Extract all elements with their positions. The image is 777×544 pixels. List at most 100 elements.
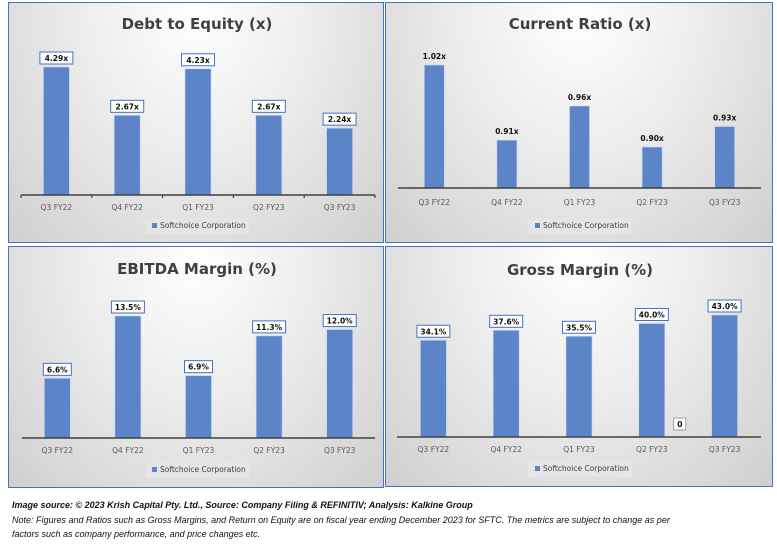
data-label-box bbox=[110, 300, 145, 314]
legend-swatch bbox=[535, 466, 540, 471]
bar bbox=[420, 339, 447, 438]
legend-swatch bbox=[152, 223, 157, 228]
data-label-box bbox=[39, 51, 74, 65]
x-tick-label: Q3 FY23 bbox=[324, 446, 356, 455]
legend-box bbox=[145, 218, 249, 234]
x-tick-label: Q4 FY22 bbox=[111, 203, 143, 212]
data-label-box bbox=[110, 99, 145, 113]
legend-label: Softchoice Corporation bbox=[160, 221, 246, 230]
data-label-box bbox=[489, 314, 524, 328]
x-tick-label: Q4 FY22 bbox=[491, 198, 523, 207]
bar bbox=[185, 375, 212, 439]
gross-margin-chart: Gross Margin (%) 34.1% Q3 FY22 37.6% Q4 FY22… bbox=[385, 246, 773, 487]
data-label: 0.91x bbox=[495, 127, 519, 136]
x-tick-label: Q3 FY22 bbox=[418, 445, 450, 454]
data-label: 4.23x bbox=[186, 56, 210, 65]
x-tick-label: Q4 FY22 bbox=[490, 445, 522, 454]
chart-svg: Current Ratio (x) 1.02x Q3 FY22 0.91x Q4 FY2… bbox=[398, 15, 761, 234]
bar bbox=[714, 126, 736, 189]
chart-svg: EBITDA Margin (%) 6.6% Q3 FY22 13.5% Q4 FY22… bbox=[22, 260, 375, 478]
chart-svg: Debt to Equity (x) 4.29x Q3 FY22 2.67x Q4 FY… bbox=[20, 15, 376, 234]
data-label-box bbox=[634, 308, 669, 322]
bar bbox=[423, 64, 445, 189]
legend-label: Softchoice Corporation bbox=[160, 465, 246, 474]
legend-box bbox=[145, 462, 249, 478]
data-label-box bbox=[562, 320, 596, 334]
data-label: 2.67x bbox=[257, 102, 281, 111]
bar bbox=[114, 315, 142, 439]
data-label: 11.3% bbox=[256, 323, 283, 332]
chart-title: Gross Margin (%) bbox=[507, 261, 653, 279]
data-label: 37.6% bbox=[493, 317, 520, 326]
extra-data-label: 0 bbox=[677, 420, 682, 429]
x-tick-label: Q3 FY23 bbox=[709, 198, 741, 207]
footer-note-line1: Note: Figures and Ratios such as Gross M… bbox=[12, 515, 670, 525]
bar bbox=[113, 115, 141, 196]
x-tick-label: Q2 FY23 bbox=[253, 446, 285, 455]
bar bbox=[43, 66, 70, 196]
bar bbox=[326, 329, 354, 439]
x-tick-label: Q4 FY22 bbox=[112, 446, 144, 455]
legend-swatch bbox=[152, 467, 157, 472]
data-label: 34.1% bbox=[420, 327, 447, 336]
x-tick-label: Q2 FY23 bbox=[253, 203, 285, 212]
legend-box bbox=[528, 461, 632, 477]
legend-label: Softchoice Corporation bbox=[543, 221, 629, 230]
footer-note-line2: factors such as company performance, and… bbox=[12, 529, 261, 539]
data-label: 2.24x bbox=[328, 115, 352, 124]
x-tick-label: Q2 FY23 bbox=[636, 445, 668, 454]
data-label: 0.96x bbox=[568, 93, 592, 102]
data-label: 6.9% bbox=[188, 363, 209, 372]
ebitda-margin-chart: EBITDA Margin (%) 6.6% Q3 FY22 13.5% Q4 FY22… bbox=[8, 246, 384, 488]
data-label: 13.5% bbox=[115, 303, 142, 312]
x-tick-label: Q3 FY22 bbox=[41, 203, 73, 212]
bar bbox=[638, 323, 666, 438]
data-label: 40.0% bbox=[639, 311, 666, 320]
data-label-box bbox=[42, 362, 72, 376]
bar bbox=[492, 330, 520, 438]
bar bbox=[569, 105, 590, 189]
bar bbox=[641, 146, 663, 189]
x-tick-label: Q1 FY23 bbox=[183, 446, 215, 455]
data-label-box bbox=[184, 360, 213, 374]
data-label: 12.0% bbox=[327, 317, 354, 326]
footer-source: Image source: © 2023 Krish Capital Pty. … bbox=[12, 500, 473, 510]
bar bbox=[43, 378, 71, 439]
data-label: 6.6% bbox=[47, 365, 68, 374]
chart-title: Debt to Equity (x) bbox=[122, 15, 273, 33]
x-tick-label: Q1 FY23 bbox=[564, 198, 596, 207]
bar bbox=[184, 68, 212, 196]
data-label-box bbox=[322, 314, 357, 328]
data-label-box bbox=[707, 299, 742, 313]
data-label-box bbox=[322, 112, 357, 126]
bar bbox=[255, 115, 283, 196]
x-tick-label: Q2 FY23 bbox=[636, 198, 668, 207]
data-label: 43.0% bbox=[712, 302, 739, 311]
data-label-box bbox=[181, 53, 215, 67]
x-tick-label: Q3 FY23 bbox=[324, 203, 356, 212]
bar bbox=[496, 139, 518, 189]
x-tick-label: Q3 FY23 bbox=[709, 445, 741, 454]
x-tick-label: Q1 FY23 bbox=[563, 445, 595, 454]
data-label: 0.90x bbox=[640, 134, 664, 143]
extra-label-box bbox=[673, 417, 687, 431]
current-ratio-chart: Current Ratio (x) 1.02x Q3 FY22 0.91x Q4 FY2… bbox=[385, 2, 773, 243]
data-label: 4.29x bbox=[45, 54, 69, 63]
bar bbox=[565, 335, 593, 438]
chart-title: EBITDA Margin (%) bbox=[117, 260, 277, 278]
data-label: 2.67x bbox=[116, 102, 140, 111]
data-label-box bbox=[416, 324, 451, 338]
legend-box bbox=[528, 218, 632, 234]
x-tick-label: Q3 FY22 bbox=[419, 198, 451, 207]
debt-to-equity-chart: Debt to Equity (x) 4.29x Q3 FY22 2.67x Q4 FY… bbox=[8, 2, 384, 243]
data-label-box bbox=[251, 99, 286, 113]
bar bbox=[711, 314, 738, 438]
data-label: 1.02x bbox=[423, 52, 447, 61]
data-label: 35.5% bbox=[566, 323, 593, 332]
legend-label: Softchoice Corporation bbox=[543, 464, 629, 473]
data-label-box bbox=[252, 320, 287, 334]
data-label: 0.93x bbox=[713, 114, 737, 123]
bar bbox=[326, 127, 353, 196]
x-tick-label: Q1 FY23 bbox=[182, 203, 214, 212]
x-tick-label: Q3 FY22 bbox=[42, 446, 74, 455]
